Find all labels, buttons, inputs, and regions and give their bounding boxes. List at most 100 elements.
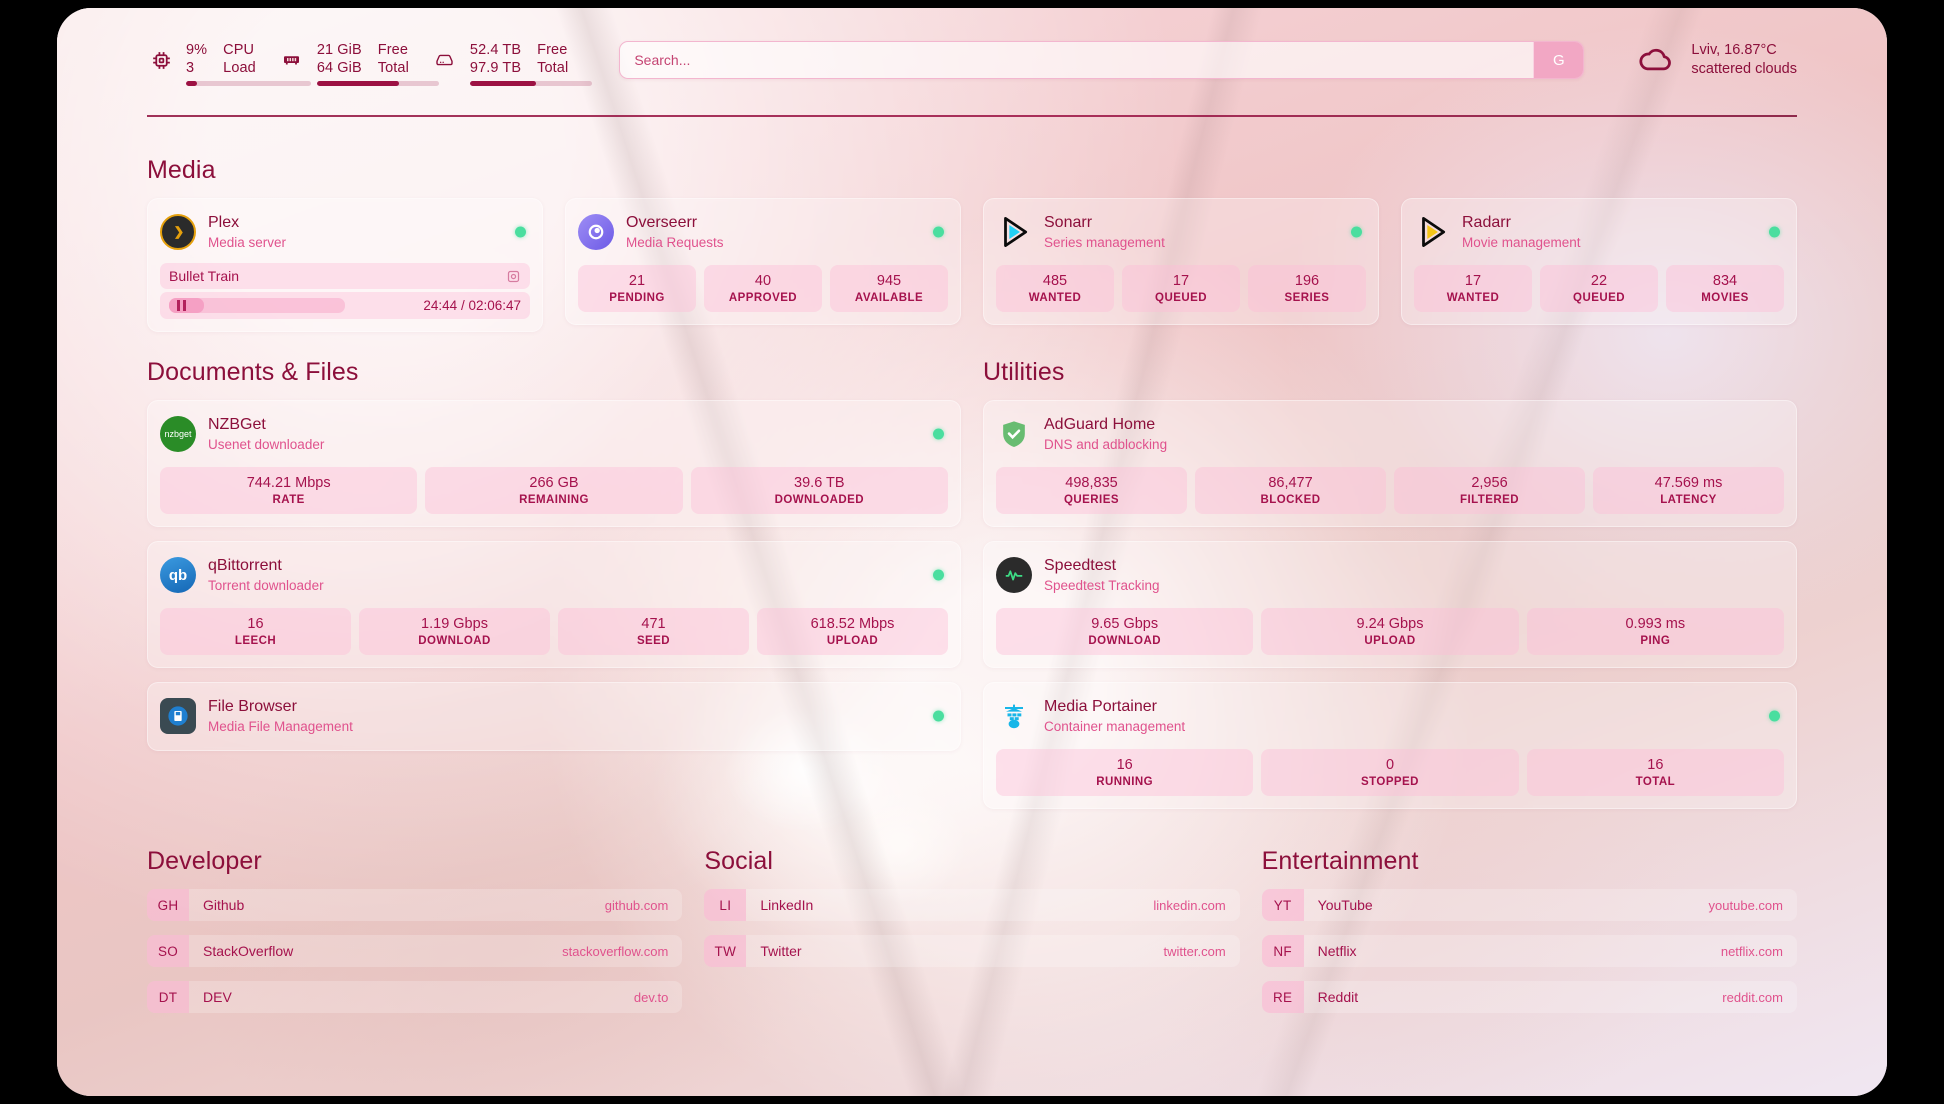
stat-value: 834 bbox=[1712, 273, 1738, 289]
stat-item: 9.65 Gbps DOWNLOAD bbox=[996, 608, 1254, 656]
service-card-radarr[interactable]: Radarr Movie management 17 WANTED 22 QUE… bbox=[1401, 198, 1797, 326]
search-box[interactable]: G bbox=[619, 41, 1585, 79]
playback-time: 24:44 / 02:06:47 bbox=[423, 298, 521, 313]
bookmark-url: github.com bbox=[604, 897, 669, 913]
service-name: Radarr bbox=[1462, 214, 1511, 232]
stat-value: 618.52 Mbps bbox=[810, 616, 895, 633]
now-playing[interactable]: Bullet Train 24:44 / 02:06:47 bbox=[160, 263, 530, 319]
stat-value: 16 bbox=[1647, 757, 1664, 774]
bookmark-item-reddit[interactable]: RE Reddit reddit.com bbox=[1261, 981, 1797, 1014]
stat-item: 485 WANTED bbox=[996, 265, 1114, 313]
search-input[interactable] bbox=[620, 42, 1534, 78]
service-desc: Usenet downloader bbox=[208, 436, 325, 452]
cpu-widget[interactable]: 9% 3 CPU Load bbox=[147, 42, 311, 86]
service-desc: Series management bbox=[1044, 234, 1165, 250]
bookmark-badge: YT bbox=[1261, 889, 1304, 922]
service-card-media-portainer[interactable]: Media Portainer Container management 16 … bbox=[983, 682, 1797, 810]
pause-icon[interactable] bbox=[177, 300, 186, 311]
service-desc: Media server bbox=[208, 234, 287, 250]
resource-widgets: 9% 3 CPU Load bbox=[147, 42, 592, 86]
disk-widget[interactable]: 52.4 TB 97.9 TB Free Total bbox=[431, 42, 592, 86]
stat-value: 196 bbox=[1294, 273, 1320, 289]
stat-label: QUEUED bbox=[1573, 292, 1625, 305]
stat-item: 196 SERIES bbox=[1248, 265, 1366, 313]
service-card-plex[interactable]: Plex Media server Bullet Train bbox=[147, 198, 543, 332]
memory-widget[interactable]: 21 GiB 64 GiB Free Total bbox=[278, 42, 439, 86]
gear-icon[interactable] bbox=[506, 269, 521, 284]
bookmark-item-twitter[interactable]: TW Twitter twitter.com bbox=[704, 935, 1240, 968]
bookmark-item-dev[interactable]: DT DEV dev.to bbox=[147, 981, 683, 1014]
bookmark-item-stackoverflow[interactable]: SO StackOverflow stackoverflow.com bbox=[147, 935, 683, 968]
stat-value: 266 GB bbox=[529, 475, 579, 491]
stat-label: REMAINING bbox=[519, 494, 589, 507]
stat-item: 0 STOPPED bbox=[1261, 749, 1519, 797]
bookmark-badge: LI bbox=[704, 889, 747, 922]
bookmark-url: stackoverflow.com bbox=[562, 943, 669, 959]
google-search-icon[interactable]: G bbox=[1533, 42, 1584, 78]
stat-value: 40 bbox=[754, 273, 772, 289]
stat-label: UPLOAD bbox=[1364, 635, 1416, 648]
cpu-label-top: CPU bbox=[223, 42, 255, 59]
stat-label: STOPPED bbox=[1361, 776, 1419, 789]
bookmark-item-github[interactable]: GH Github github.com bbox=[147, 889, 683, 922]
stat-item: 16 RUNNING bbox=[996, 749, 1254, 797]
stat-item: 471 SEED bbox=[558, 608, 749, 656]
bookmark-item-netflix[interactable]: NF Netflix netflix.com bbox=[1261, 935, 1797, 968]
stat-item: 16 LEECH bbox=[160, 608, 351, 656]
service-name: NZBGet bbox=[208, 416, 266, 434]
stat-label: UPLOAD bbox=[826, 635, 879, 648]
cpu-label-bottom: Load bbox=[223, 60, 256, 76]
stat-label: WANTED bbox=[1028, 292, 1082, 305]
stat-label: RUNNING bbox=[1096, 776, 1154, 789]
memory-total-value: 64 GiB bbox=[316, 60, 362, 76]
service-card-sonarr[interactable]: Sonarr Series management 485 WANTED 17 Q… bbox=[983, 198, 1379, 326]
service-card-file-browser[interactable]: File Browser Media File Management bbox=[147, 682, 961, 752]
stat-label: QUEUED bbox=[1155, 292, 1207, 305]
stat-item: 39.6 TB DOWNLOADED bbox=[690, 467, 948, 515]
service-card-nzbget[interactable]: nzbget NZBGet Usenet downloader 744.21 M… bbox=[147, 400, 961, 528]
bookmark-badge: GH bbox=[147, 889, 189, 922]
service-desc: Movie management bbox=[1462, 234, 1581, 250]
status-badge bbox=[933, 428, 944, 440]
service-desc: Speedtest Tracking bbox=[1044, 577, 1160, 593]
overseerr-icon bbox=[578, 214, 614, 250]
bookmark-url: dev.to bbox=[633, 989, 669, 1005]
stat-item: 22 QUEUED bbox=[1540, 265, 1658, 313]
bookmark-name: LinkedIn bbox=[760, 897, 814, 914]
section-title-documents: Documents & Files bbox=[147, 358, 359, 386]
stat-item: 266 GB REMAINING bbox=[425, 467, 683, 515]
bookmark-badge: DT bbox=[147, 981, 189, 1014]
bookmark-badge: NF bbox=[1261, 935, 1304, 968]
playback-progress[interactable] bbox=[169, 298, 345, 313]
service-card-overseerr[interactable]: Overseerr Media Requests 21 PENDING 40 A… bbox=[565, 198, 961, 326]
stat-label: LATENCY bbox=[1660, 494, 1717, 507]
stat-value: 16 bbox=[247, 616, 264, 633]
media-card-row: Plex Media server Bullet Train bbox=[147, 198, 1797, 332]
bookmark-item-linkedin[interactable]: LI LinkedIn linkedin.com bbox=[704, 889, 1240, 922]
weather-widget[interactable]: Lviv, 16.87°C scattered clouds bbox=[1635, 41, 1797, 79]
bookmark-name: StackOverflow bbox=[203, 943, 294, 960]
stat-item: 0.993 ms PING bbox=[1526, 608, 1784, 656]
dashboard-body: Media Plex Media server Bullet Train bbox=[147, 156, 1797, 1066]
service-card-qbittorrent[interactable]: qb qBittorrent Torrent downloader 16 LEE… bbox=[147, 541, 961, 669]
service-card-adguard-home[interactable]: AdGuard Home DNS and adblocking 498,835 … bbox=[983, 400, 1797, 528]
bookmark-group-entertainment: Entertainment YT YouTube youtube.com NF … bbox=[1261, 847, 1797, 1027]
status-badge bbox=[1769, 226, 1780, 238]
service-name: qBittorrent bbox=[208, 557, 282, 575]
bookmark-item-youtube[interactable]: YT YouTube youtube.com bbox=[1261, 889, 1797, 922]
stat-item: 16 TOTAL bbox=[1526, 749, 1784, 797]
stats-row: 485 WANTED 17 QUEUED 196 SERIES bbox=[996, 265, 1366, 313]
stat-item: 945 AVAILABLE bbox=[830, 265, 948, 313]
cpu-core-value: 3 bbox=[186, 60, 195, 76]
service-card-speedtest[interactable]: Speedtest Speedtest Tracking 9.65 Gbps D… bbox=[983, 541, 1797, 669]
service-name: File Browser bbox=[208, 698, 297, 716]
hard-drive-icon bbox=[431, 45, 459, 75]
stat-value: 498,835 bbox=[1065, 475, 1118, 491]
service-desc: DNS and adblocking bbox=[1044, 436, 1168, 452]
stat-value: 471 bbox=[641, 616, 666, 633]
stat-label: DOWNLOADED bbox=[774, 494, 865, 507]
stats-row: 16 RUNNING 0 STOPPED 16 TOTAL bbox=[996, 749, 1784, 797]
service-name: Sonarr bbox=[1044, 214, 1093, 232]
stat-label: MOVIES bbox=[1701, 292, 1749, 305]
stat-label: DOWNLOAD bbox=[1088, 635, 1161, 648]
